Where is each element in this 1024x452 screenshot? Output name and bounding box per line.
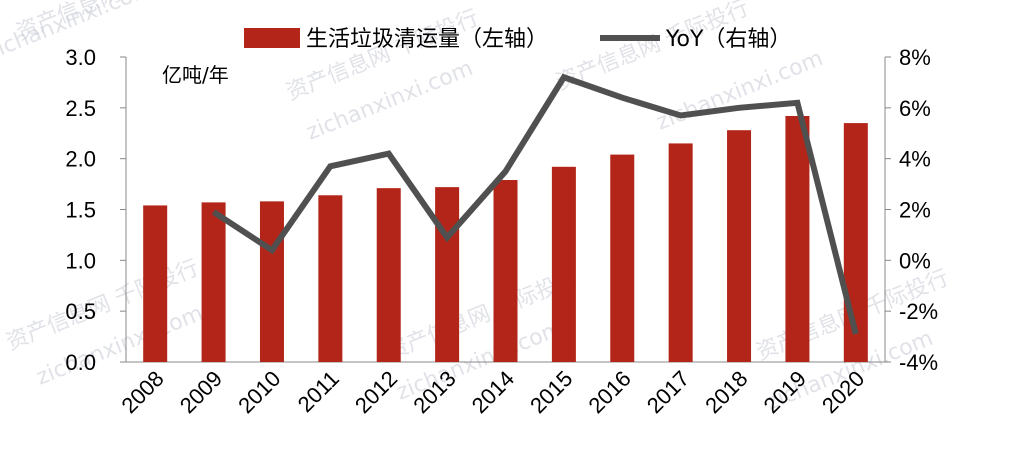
x-tick-label: 2018 (700, 366, 752, 418)
x-tick-label: 2008 (116, 366, 168, 418)
bar (610, 154, 635, 362)
left-axis-unit-label: 亿吨/年 (162, 63, 229, 87)
bar (259, 201, 284, 362)
plot-area: 0.0 0.5 1.0 1.5 2.0 2.5 3.0 -4% -2% 0% 2% 4% 6% 8% 200… (65, 45, 938, 418)
x-tick-label: 2015 (525, 366, 577, 418)
bar (785, 115, 810, 362)
left-tick-label: 2.0 (65, 147, 96, 172)
right-tick-label: 6% (899, 96, 931, 121)
left-tick-label: 0.5 (65, 299, 96, 324)
x-tick-label: 2011 (293, 366, 344, 417)
right-tick-label: 4% (899, 147, 931, 172)
right-tick-label: 0% (899, 248, 931, 273)
left-tick-label: 1.0 (65, 248, 96, 273)
x-tick-label: 2009 (175, 366, 227, 418)
x-tick-label: 2016 (584, 366, 636, 418)
bar (435, 187, 460, 362)
x-tick-label: 2017 (642, 366, 694, 418)
bar (376, 188, 401, 362)
left-tick-label: 3.0 (65, 45, 96, 70)
bar (493, 180, 518, 362)
x-tick-label: 2010 (233, 366, 285, 418)
right-tick-label: 8% (899, 45, 931, 70)
left-tick-label: 2.5 (65, 96, 96, 121)
x-tick-label: 2012 (350, 366, 402, 418)
legend-bar-swatch (244, 28, 300, 48)
legend-line-label: YoY（右轴） (665, 27, 791, 52)
bar (318, 195, 343, 362)
bar (143, 205, 168, 362)
right-tick-label: -2% (899, 299, 938, 324)
left-tick-label: 0.0 (65, 350, 96, 375)
bar (201, 202, 226, 362)
bar (727, 130, 752, 362)
bar (551, 166, 576, 362)
yoy-line (211, 73, 859, 335)
right-tick-label: 2% (899, 198, 931, 223)
bar (668, 143, 693, 362)
legend-bar-label: 生活垃圾清运量（左轴） (306, 27, 548, 52)
left-tick-label: 1.5 (65, 198, 96, 223)
legend: 生活垃圾清运量（左轴） YoY（右轴） (244, 27, 791, 52)
right-tick-label: -4% (899, 350, 938, 375)
